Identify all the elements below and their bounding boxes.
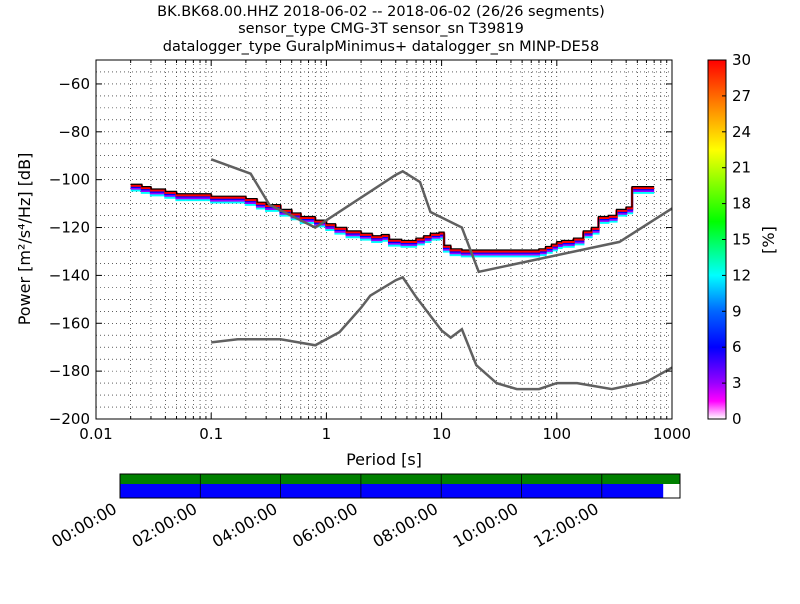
timeline-tick-label: 12:00:00 [530,499,602,551]
timeline-tick-label: 04:00:00 [209,499,281,551]
timeline-tick-label: 02:00:00 [129,499,201,551]
data-coverage-timeline: 00:00:00 02:00:00 04:00:00 06:00:00 08:00:00… [48,473,681,551]
y-tick-label: −180 [49,362,90,380]
y-tick-label: −100 [49,171,90,189]
psd-mode-layer [130,184,655,253]
nlnm-line [211,275,673,391]
timeline-tick-label: 00:00:00 [48,499,120,551]
y-tick-label: −160 [49,314,90,332]
x-tick-label: 1000 [653,425,691,443]
y-axis-label: Power [m²/s⁴/Hz] [dB] [15,153,34,326]
colorbar-ticks: 0 3 6 9 12 15 18 21 24 27 30 [722,51,751,428]
psd-histogram [130,183,655,258]
chart-title: BK.BK68.00.HHZ 2018-06-02 -- 2018-06-02 … [157,4,605,55]
x-tick-label: 100 [542,425,571,443]
psd-mode-layer [130,183,655,251]
plot-frame [95,59,673,420]
plot-area: 0.01 0.1 1 10 100 1000 −60 −80 −100 −120 −140 −160 −… [49,59,691,443]
psd-mode-layer [130,185,655,254]
colorbar-tick-label: 18 [732,195,751,213]
x-tick-label: 10 [432,425,451,443]
psd-mode-layer [130,187,655,256]
psd-mode-layer [130,189,655,258]
timeline-tick-label: 08:00:00 [369,499,441,551]
x-tick-label: 1 [322,425,332,443]
y-tick-label: −80 [58,123,90,141]
title-line-1: BK.BK68.00.HHZ 2018-06-02 -- 2018-06-02 … [157,4,605,20]
nhnm-line [210,158,673,274]
x-tick-label: 0.1 [199,425,223,443]
colorbar-tick-label: 12 [732,266,751,284]
timeline-tick-label: 06:00:00 [289,499,361,551]
colorbar: 0 3 6 9 12 15 18 21 24 27 30 [%] [707,51,778,428]
colorbar-tick-label: 9 [732,302,742,320]
colorbar-tick-label: 6 [732,338,742,356]
colorbar-tick-label: 15 [732,231,751,249]
colorbar-tick-label: 30 [732,51,751,69]
title-line-3: datalogger_type GuralpMinimus+ datalogge… [163,39,600,55]
colorbar-tick-label: 3 [732,374,742,392]
colorbar-tick-label: 21 [732,159,751,177]
grid [95,59,672,420]
colorbar-label: [%] [759,226,778,254]
y-tick-label: −120 [49,219,90,237]
colorbar-tick-label: 0 [732,410,742,428]
y-tick-label: −60 [58,75,90,93]
x-tick-label: 0.01 [79,425,112,443]
title-line-2: sensor_type CMG-3T sensor_sn T39819 [238,21,524,37]
used-data-bar [120,484,664,498]
y-tick-label: −200 [49,410,90,428]
colorbar-tick-label: 24 [732,123,751,141]
x-axis-label: Period [s] [346,450,422,469]
available-data-bar [120,474,680,484]
colorbar-tick-label: 27 [732,87,751,105]
y-tick-label: −140 [49,266,90,284]
timeline-tick-label: 10:00:00 [450,499,522,551]
